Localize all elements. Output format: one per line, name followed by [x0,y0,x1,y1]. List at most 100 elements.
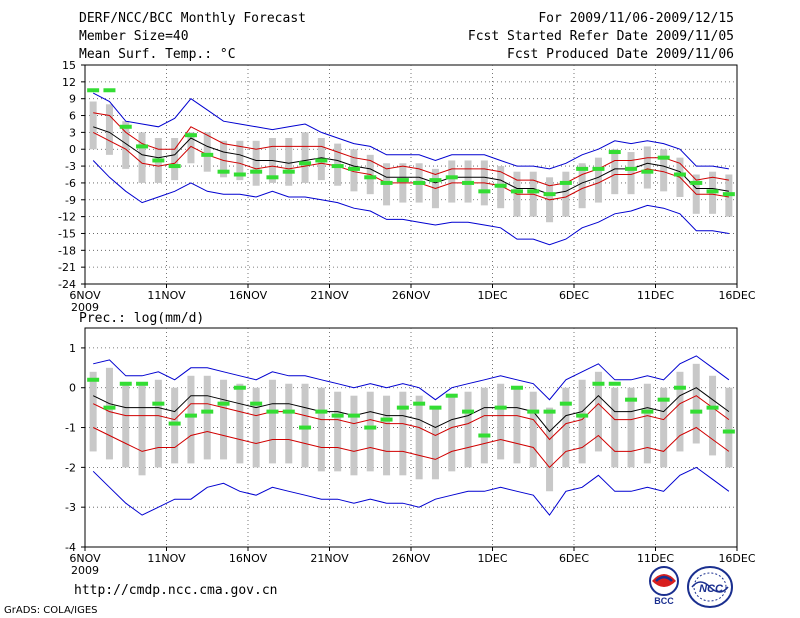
range-box [220,379,228,460]
series-line-ensemble-mean [93,126,729,195]
green-marker [152,158,165,163]
variable-label: Mean Surf. Temp.: °C [79,47,236,62]
y-tick-label: -2 [65,461,76,474]
range-box [431,407,439,480]
green-marker [576,166,589,171]
y-tick-label: -15 [58,227,76,240]
y-tick-label: 1 [69,342,76,355]
range-box [317,387,325,472]
green-marker [103,88,116,93]
green-marker [299,161,312,166]
green-marker [233,172,246,177]
range-box [301,132,309,183]
green-marker [217,169,230,174]
green-marker [103,405,116,410]
range-box [578,163,586,209]
green-marker [543,409,556,414]
green-marker [510,385,523,390]
y-tick-label: -18 [58,244,76,257]
y-tick-label: -1 [65,422,76,435]
range-box [105,367,113,460]
range-box [611,387,619,468]
range-box [399,391,407,476]
green-marker [608,150,621,155]
green-marker [641,409,654,414]
green-marker [722,192,735,197]
y-tick-label: -4 [65,541,76,554]
green-marker [478,433,491,438]
green-marker [527,409,540,414]
range-box [89,371,97,452]
green-marker [87,377,100,382]
x-tick-label: 11DEC [637,289,674,302]
precip-subtitle: Prec.: log(mm/d) [79,311,204,326]
green-marker [168,421,181,426]
series-line-upper-red [92,395,730,441]
green-marker [331,413,344,418]
green-marker [690,180,703,185]
range-box [203,132,211,172]
green-marker [722,429,735,434]
green-marker [201,152,214,157]
range-box [122,383,130,468]
source-url[interactable]: http://cmdp.ncc.cma.gov.cn [74,583,278,598]
y-tick-label: 9 [69,93,76,106]
range-box [643,146,651,189]
range-box [203,375,211,460]
y-tick-label: -12 [58,211,76,224]
green-marker [543,192,556,197]
green-marker [380,180,393,185]
x-tick-label: 11DEC [637,552,674,565]
series-line-lower-red [92,131,729,201]
range-box [138,132,146,183]
x-tick-label: 11NOV [147,552,186,565]
range-box [611,149,619,195]
green-marker [625,166,638,171]
green-marker [608,381,621,386]
grads-credit: GrADS: COLA/IGES [4,605,98,616]
green-marker [119,124,132,129]
green-marker [657,397,670,402]
green-marker [364,175,377,180]
range-box [562,387,570,468]
green-marker [184,133,197,138]
green-marker [266,175,279,180]
range-box [252,140,260,186]
green-marker [299,425,312,430]
x-tick-label: 6DEC [559,552,589,565]
green-marker [706,189,719,194]
range-box [285,383,293,464]
green-marker [168,164,181,169]
ncc-logo: NCC [687,566,733,608]
green-marker [87,88,100,93]
green-marker [494,405,507,410]
green-marker [462,180,475,185]
x-tick-label: 16NOV [229,289,268,302]
range-box [187,132,195,164]
x-tick-label: 16NOV [229,552,268,565]
ncc-logo-label: NCC [699,583,724,595]
green-marker [396,178,409,183]
green-marker [462,409,475,414]
green-marker [657,155,670,160]
green-marker [364,425,377,430]
range-box [709,375,717,456]
y-tick-label: 15 [62,59,76,72]
green-marker [250,169,263,174]
chart-title: DERF/NCC/BCC Monthly Forecast [79,11,306,26]
bcc-logo: BCC [649,566,679,606]
y-tick-label: -9 [65,194,76,207]
green-marker [233,385,246,390]
green-marker [413,180,426,185]
series-line-ensemble-mean [92,387,730,433]
y-tick-label: 12 [62,76,76,89]
green-marker [331,164,344,169]
range-box [415,395,423,480]
green-marker [445,175,458,180]
range-box [187,375,195,464]
green-marker [315,158,328,163]
range-box [383,395,391,476]
range-box [660,149,668,192]
